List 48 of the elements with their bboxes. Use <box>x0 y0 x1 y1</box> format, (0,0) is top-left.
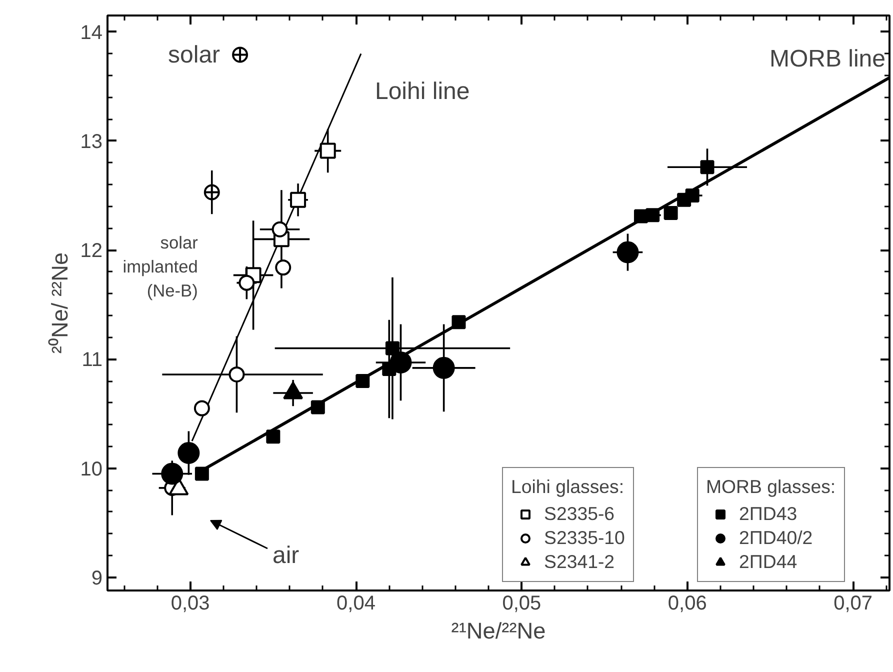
annotation: air <box>272 542 300 569</box>
legend-label: S2341-2 <box>544 551 615 573</box>
legend-label: S2335-6 <box>544 503 615 525</box>
point <box>275 260 292 276</box>
point <box>685 188 700 203</box>
legend-label: 2ΠD40/2 <box>739 527 813 549</box>
legend-label: 2ΠD43 <box>739 503 798 525</box>
x-axis-title: ²¹Ne/²²Ne <box>451 618 546 644</box>
x-tick-label: 0,03 <box>170 592 210 614</box>
point <box>238 274 255 291</box>
y-tick-label: 10 <box>80 458 103 480</box>
y-tick-label: 13 <box>80 130 103 153</box>
point <box>452 315 466 330</box>
point <box>178 442 200 464</box>
x-tick-label: 0,07 <box>834 592 873 614</box>
annotation: Loihi line <box>374 78 470 106</box>
point <box>228 366 245 382</box>
point <box>700 160 714 174</box>
annotation: MORB line <box>769 46 886 73</box>
y-tick-label: 12 <box>80 240 103 262</box>
y-tick-label: 14 <box>80 22 103 44</box>
point <box>432 356 455 379</box>
point <box>290 192 306 208</box>
point <box>266 430 280 444</box>
x-tick-label: 0,04 <box>336 592 376 614</box>
legend-label: S2335-10 <box>544 527 625 549</box>
point <box>194 466 209 481</box>
x-tick-label: 0,06 <box>668 592 707 614</box>
point <box>161 462 184 485</box>
legend-label: 2ΠD44 <box>739 551 798 573</box>
point <box>646 208 660 222</box>
annotation: Loihi glasses: <box>511 476 625 498</box>
y-axis-title: ²⁰Ne/ ²²Ne <box>46 252 72 354</box>
x-tick-label: 0,05 <box>502 592 542 614</box>
point <box>390 351 412 374</box>
annotation: solar implanted (Ne-B) <box>122 232 198 300</box>
y-tick-label: 11 <box>82 349 103 372</box>
annotation: solar <box>168 41 220 68</box>
point <box>356 374 370 388</box>
point <box>272 221 288 238</box>
y-tick-label: 9 <box>91 567 102 590</box>
point <box>664 206 678 220</box>
point <box>310 400 325 414</box>
annotation: MORB glasses: <box>706 476 836 498</box>
point <box>194 400 210 416</box>
point <box>616 241 639 264</box>
point <box>320 142 336 159</box>
point <box>385 341 400 356</box>
